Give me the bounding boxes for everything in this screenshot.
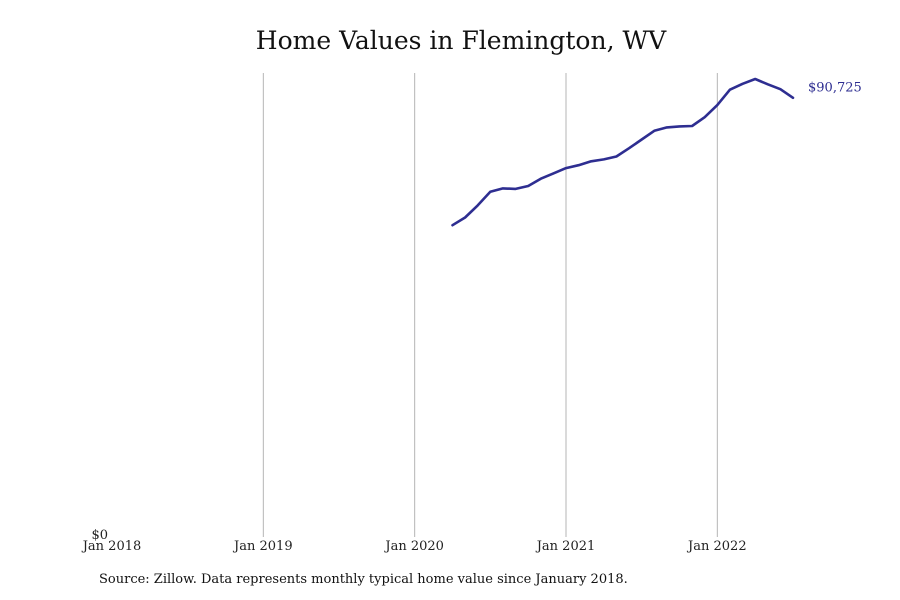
series-line (451, 77, 795, 227)
y-tick-label: $0 (91, 528, 108, 543)
x-tick-label: Jan 2019 (232, 539, 293, 554)
chart-title: Home Values in Flemington, WV (255, 26, 667, 55)
series-layer: $90,725 (451, 77, 862, 227)
axis-ticks: Jan 2018 Jan 2019 Jan 2020 Jan 2021 Jan 2022… (81, 528, 747, 554)
x-tick-label: Jan 2018 (81, 539, 142, 554)
end-value-label: $90,725 (808, 81, 862, 96)
x-tick-label: Jan 2020 (383, 539, 444, 554)
gridlines (262, 73, 718, 537)
source-note: Source: Zillow. Data represents monthly … (99, 572, 628, 587)
x-tick-label: Jan 2021 (535, 539, 596, 554)
x-tick-label: Jan 2022 (686, 539, 747, 554)
